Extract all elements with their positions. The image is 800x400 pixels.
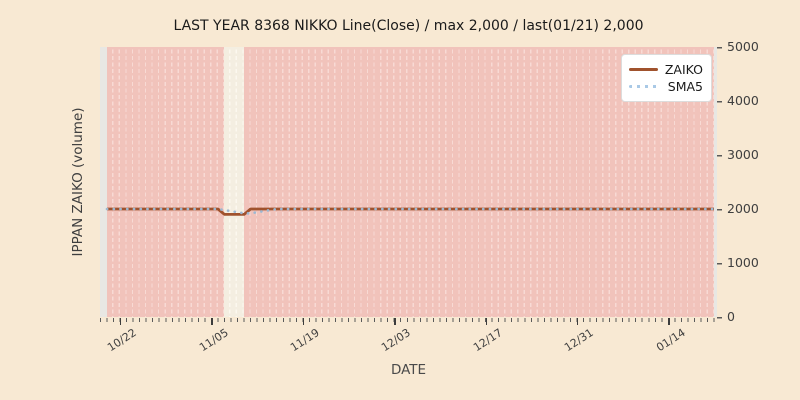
- x-minor-ticks: [100, 318, 717, 322]
- x-major-tick: [576, 318, 579, 325]
- legend-label: ZAIKO: [664, 62, 703, 77]
- x-axis-label: DATE: [390, 362, 427, 378]
- x-tick-label: 12/17: [470, 326, 505, 355]
- chart-title: LAST YEAR 8368 NIKKO Line(Close) / max 2…: [173, 18, 644, 34]
- zaiko-line: [107, 207, 714, 216]
- no-data-band: [224, 47, 245, 317]
- daily-data-band: [107, 47, 714, 317]
- series-canvas: [105, 207, 716, 216]
- legend: ZAIKO SMA5: [621, 54, 712, 102]
- x-major-tick: [485, 318, 487, 325]
- legend-label: SMA5: [667, 79, 703, 94]
- y-tick-label: 2000: [727, 201, 759, 216]
- y-axis-label: IPPAN ZAIKO (volume): [70, 107, 86, 257]
- zaiko-line-swatch: [629, 68, 658, 71]
- sma5-dotted-swatch: [629, 84, 659, 89]
- y-tick-label: 3000: [727, 147, 759, 162]
- x-major-tick: [668, 318, 670, 325]
- x-major-tick: [211, 318, 213, 325]
- x-tick-label: 11/19: [288, 326, 322, 355]
- x-major-tick: [394, 318, 396, 325]
- y-tick-label: 1000: [727, 255, 759, 270]
- legend-item-zaiko: ZAIKO: [629, 61, 703, 78]
- x-major-tick: [302, 318, 305, 325]
- legend-item-sma5: SMA5: [629, 78, 703, 95]
- x-tick-label: 12/03: [379, 326, 414, 355]
- y-tick-label: 0: [727, 309, 735, 324]
- x-major-tick: [120, 318, 122, 325]
- x-tick-label: 10/22: [105, 326, 140, 355]
- x-tick-label: 01/14: [653, 326, 688, 355]
- y-tick-marks: [717, 46, 722, 319]
- sma5-dotted-line: [105, 207, 716, 215]
- plot-area: [100, 47, 717, 317]
- x-tick-label: 12/31: [562, 326, 597, 355]
- y-tick-label: 5000: [727, 39, 759, 54]
- y-tick-label: 4000: [727, 93, 759, 108]
- x-tick-label: 11/05: [196, 326, 231, 355]
